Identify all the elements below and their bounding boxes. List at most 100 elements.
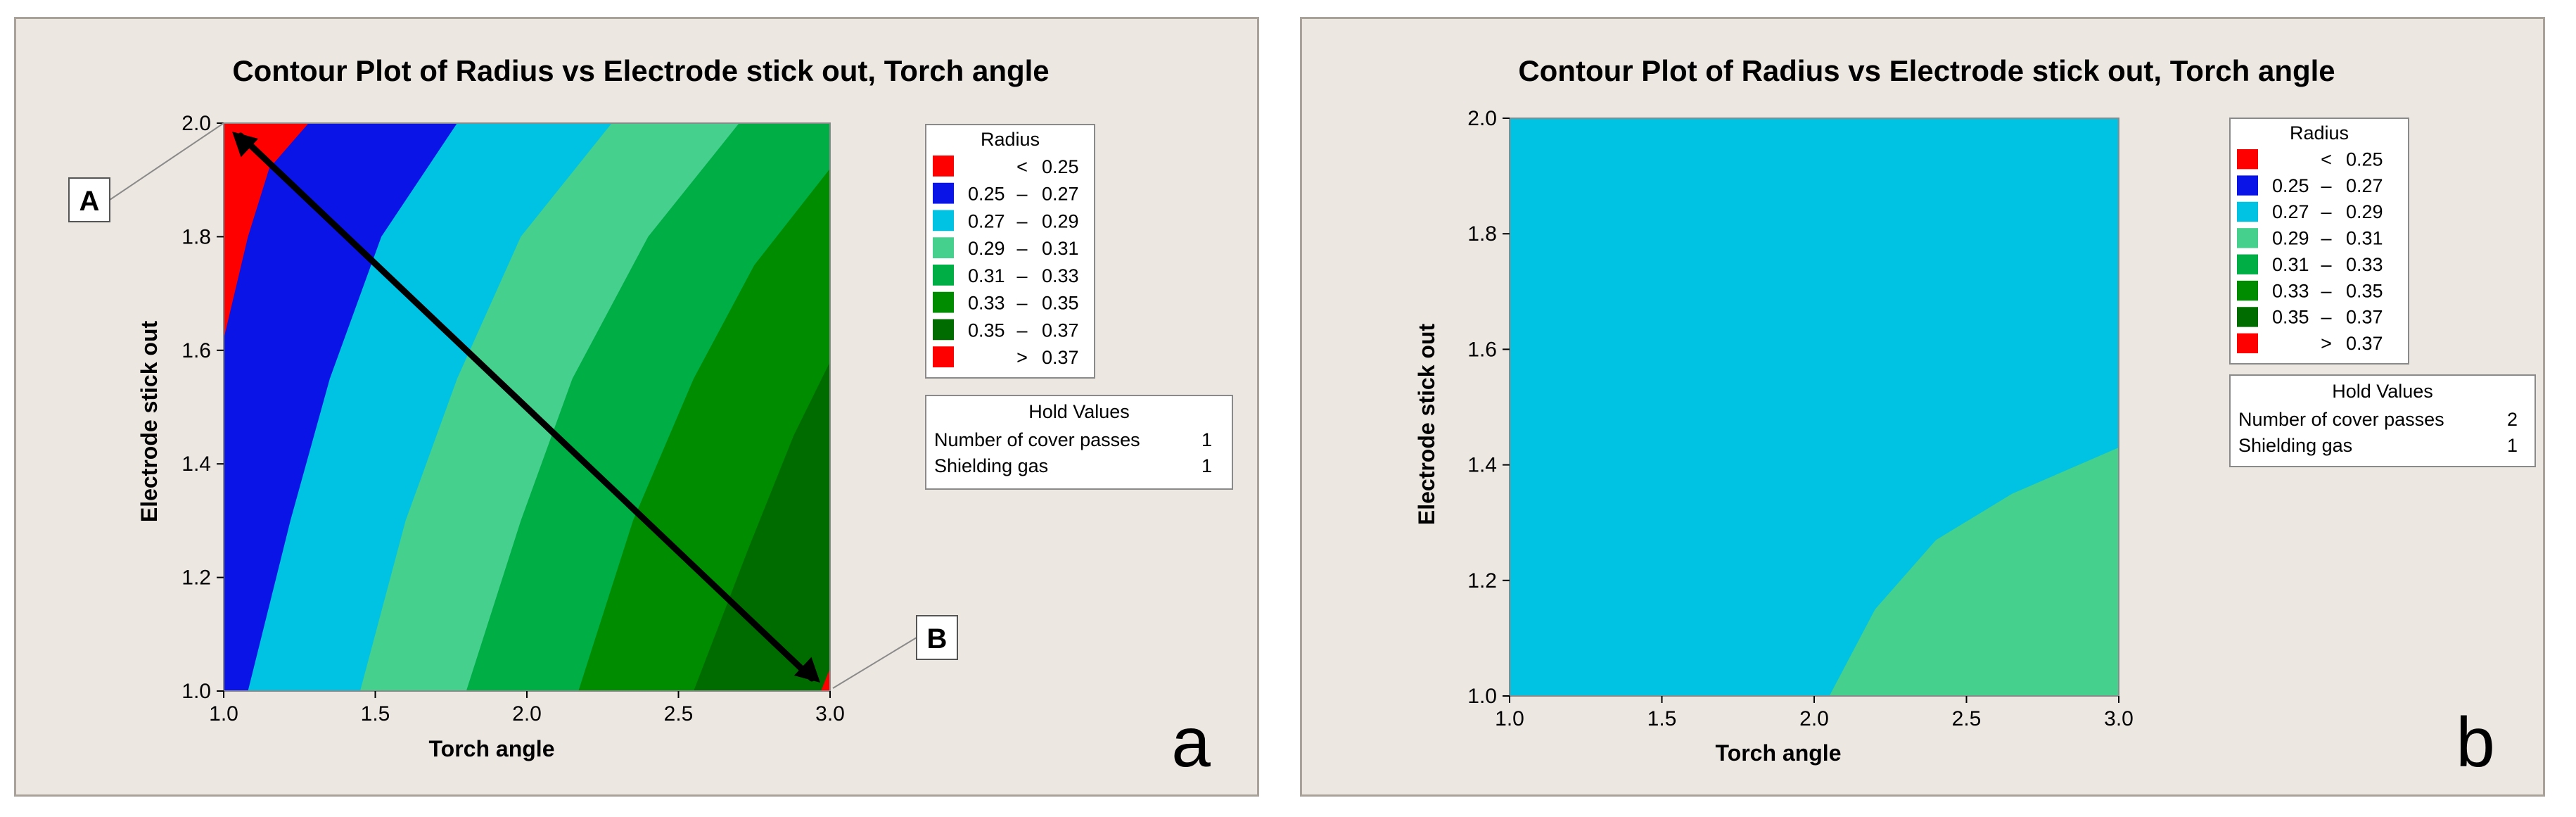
- y-tick-label: 2.0: [181, 112, 211, 135]
- callout-label: B: [927, 623, 948, 654]
- legend-range-high: 0.25: [1042, 156, 1079, 177]
- legend-range-sep: >: [1016, 347, 1028, 368]
- legend-range-high: 0.37: [2346, 307, 2383, 328]
- legend-range-low: 0.31: [2272, 254, 2309, 275]
- legend-range-sep: <: [1016, 156, 1028, 177]
- y-tick-label: 1.0: [1467, 685, 1497, 708]
- legend-range-low: 0.35: [968, 319, 1005, 341]
- x-tick-label: 1.5: [1647, 707, 1677, 730]
- legend-range-high: 0.31: [2346, 228, 2383, 249]
- legend-range-sep: –: [2321, 280, 2331, 301]
- contour-plot-a-svg: Contour Plot of Radius vs Electrode stic…: [68, 54, 1233, 782]
- legend-range-low: 0.27: [968, 210, 1005, 232]
- legend-range-low: 0.29: [2272, 228, 2309, 249]
- legend-range-low: 0.33: [2272, 280, 2309, 301]
- legend-range-high: 0.37: [1042, 347, 1079, 368]
- contour-plot-panel-b: Contour Plot of Radius vs Electrode stic…: [1300, 17, 2545, 797]
- legend-swatch: [2237, 280, 2258, 301]
- y-tick-label: 1.4: [1467, 454, 1497, 477]
- legend-swatch: [933, 291, 954, 313]
- contour-region-above-0.29: [1829, 447, 2119, 696]
- hold-values-title: Hold Values: [2332, 381, 2433, 402]
- x-tick-label: 2.5: [1952, 707, 1982, 730]
- chart-title: Contour Plot of Radius vs Electrode stic…: [1518, 54, 2335, 87]
- hold-value-number: 1: [2507, 435, 2518, 456]
- legend-range-sep: –: [1016, 184, 1027, 205]
- legend-swatch: [2237, 175, 2258, 196]
- legend-range-sep: –: [2321, 228, 2331, 249]
- legend-range-high: 0.37: [2346, 333, 2383, 354]
- x-tick-label: 3.0: [815, 702, 845, 726]
- legend-range-sep: –: [1016, 319, 1027, 341]
- x-tick-label: 1.5: [361, 702, 390, 726]
- hold-values-box: [925, 395, 1233, 490]
- legend-title: Radius: [981, 129, 1040, 150]
- legend-swatch: [933, 237, 954, 258]
- legend-range-sep: –: [2321, 201, 2331, 222]
- legend-swatch: [933, 182, 954, 204]
- legend-range-sep: >: [2321, 333, 2332, 354]
- hold-value-label: Number of cover passes: [2238, 409, 2444, 430]
- x-tick-label: 3.0: [2104, 707, 2134, 730]
- y-tick-label: 1.0: [181, 680, 211, 703]
- y-tick-label: 1.6: [181, 339, 211, 362]
- hold-value-number: 1: [1201, 429, 1212, 450]
- legend-range-sep: –: [2321, 307, 2331, 328]
- legend-range-low: 0.31: [968, 265, 1005, 286]
- legend-range-low: 0.25: [2272, 175, 2309, 196]
- panel-label: a: [1171, 703, 1211, 782]
- legend-range-low: 0.29: [968, 238, 1005, 259]
- hold-value-number: 2: [2507, 409, 2518, 430]
- hold-value-label: Shielding gas: [934, 455, 1048, 476]
- legend-range-high: 0.33: [1042, 265, 1079, 286]
- x-axis-label: Torch angle: [429, 736, 555, 761]
- legend-swatch: [2237, 254, 2258, 274]
- hold-values-title: Hold Values: [1028, 401, 1130, 422]
- y-tick-label: 1.6: [1467, 338, 1497, 361]
- x-tick-label: 1.0: [1495, 707, 1524, 730]
- legend-range-high: 0.29: [2346, 201, 2383, 222]
- y-tick-label: 2.0: [1467, 107, 1497, 130]
- legend-range-high: 0.27: [2346, 175, 2383, 196]
- hold-value-label: Number of cover passes: [934, 429, 1140, 450]
- legend-range-low: 0.25: [968, 184, 1005, 205]
- x-tick-label: 2.0: [512, 702, 542, 726]
- legend-swatch: [933, 156, 954, 177]
- legend-swatch: [933, 319, 954, 341]
- y-axis-label: Electrode stick out: [136, 321, 162, 523]
- y-tick-label: 1.2: [1467, 569, 1497, 593]
- legend-range-high: 0.35: [1042, 293, 1079, 314]
- trend-arrow-line: [237, 132, 815, 682]
- hold-value-number: 1: [1201, 455, 1212, 476]
- contour-region-above-0.37: [821, 668, 830, 691]
- legend-swatch: [933, 346, 954, 367]
- callout-leader: [109, 122, 224, 201]
- x-tick-label: 1.0: [209, 702, 238, 726]
- x-tick-label: 2.5: [664, 702, 694, 726]
- legend-range-sep: –: [1016, 210, 1027, 232]
- legend-range-sep: –: [1016, 293, 1027, 314]
- legend-range-high: 0.33: [2346, 254, 2383, 275]
- legend-swatch: [2237, 201, 2258, 222]
- contour-plot-panel-a: Contour Plot of Radius vs Electrode stic…: [14, 17, 1259, 797]
- callout-label: A: [79, 186, 100, 217]
- legend-swatch: [2237, 307, 2258, 327]
- hold-values-box: [2229, 374, 2536, 467]
- legend-range-sep: –: [1016, 238, 1027, 259]
- legend-range-high: 0.27: [1042, 184, 1079, 205]
- y-tick-label: 1.8: [1467, 222, 1497, 246]
- legend-swatch: [2237, 228, 2258, 248]
- legend-swatch: [2237, 149, 2258, 170]
- contour-plot-area: [1510, 118, 2119, 696]
- y-axis-label: Electrode stick out: [1414, 324, 1439, 526]
- legend-range-sep: –: [2321, 254, 2331, 275]
- legend-range-high: 0.37: [1042, 319, 1079, 341]
- y-tick-label: 1.8: [181, 225, 211, 248]
- arrow-head-end: [793, 657, 820, 683]
- legend-range-sep: –: [2321, 175, 2331, 196]
- legend-swatch: [2237, 333, 2258, 353]
- arrow-head-start: [232, 132, 259, 158]
- panel-label: b: [2456, 703, 2495, 782]
- legend-range-low: 0.27: [2272, 201, 2309, 222]
- contour-region-above-0.35: [694, 361, 830, 691]
